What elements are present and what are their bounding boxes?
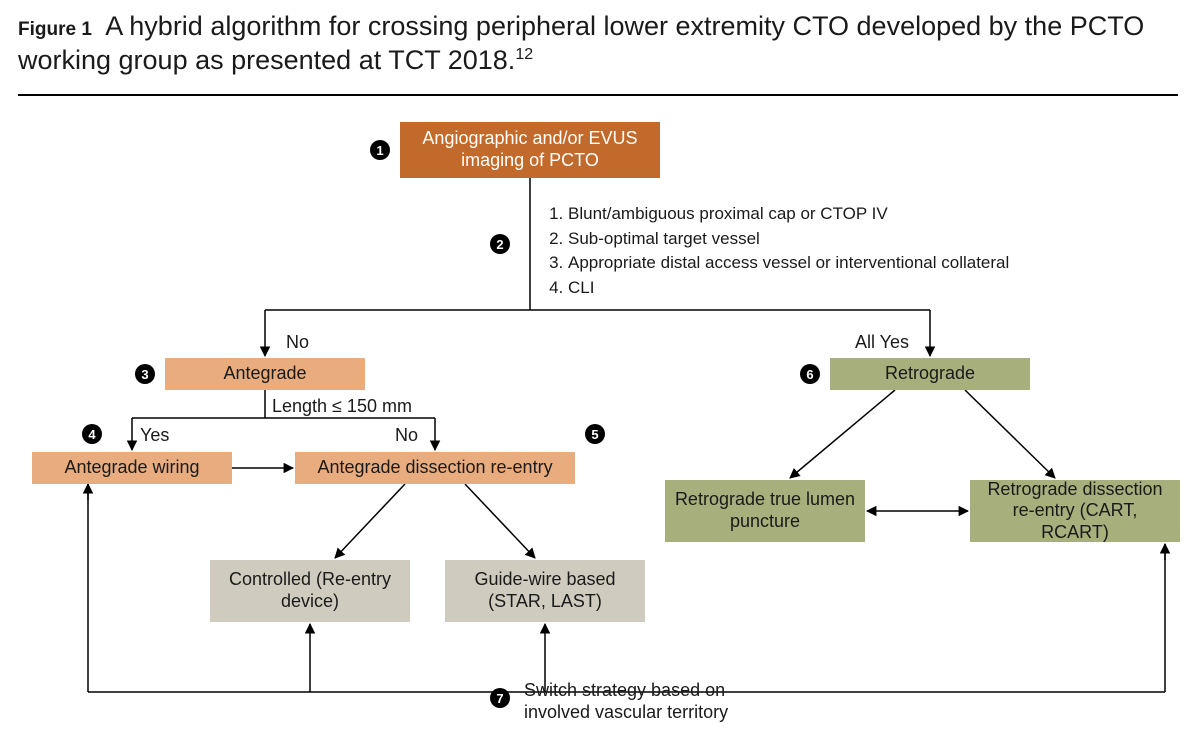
criteria-item-4: CLI (568, 276, 1100, 301)
label-no: No (286, 332, 309, 353)
node-nCtrl: Controlled (Re-entry device) (210, 560, 410, 622)
node-n6: Retrograde (830, 358, 1030, 390)
node-n4: Antegrade wiring (32, 452, 232, 484)
badge-2: 2 (490, 234, 510, 254)
figure-caption: A hybrid algorithm for crossing peripher… (18, 11, 1144, 75)
node-n1: Angiographic and/or EVUS imaging of PCTO (400, 122, 660, 178)
criteria-item-2: Sub-optimal target vessel (568, 227, 1100, 252)
node-nGW: Guide-wire based (STAR, LAST) (445, 560, 645, 622)
citation-superscript: 12 (515, 46, 533, 63)
label-yes: Yes (140, 425, 169, 446)
node-nRetTL: Retrograde true lumen puncture (665, 480, 865, 542)
criteria-list: Blunt/ambiguous proximal cap or CTOP IVS… (540, 202, 1100, 301)
criteria-item-3: Appropriate distal access vessel or inte… (568, 251, 1100, 276)
title-divider (18, 94, 1178, 96)
label-allyes: All Yes (855, 332, 909, 353)
criteria-item-1: Blunt/ambiguous proximal cap or CTOP IV (568, 202, 1100, 227)
badge-5: 5 (585, 424, 605, 444)
badge-7: 7 (490, 688, 510, 708)
figure-title: Figure 1 A hybrid algorithm for crossing… (18, 10, 1178, 78)
badge-3: 3 (135, 364, 155, 384)
label-switch2: involved vascular territory (524, 702, 728, 723)
node-n3: Antegrade (165, 358, 365, 390)
label-switch1: Switch strategy based on (524, 680, 725, 701)
node-n5: Antegrade dissection re-entry (295, 452, 575, 484)
badge-1: 1 (370, 140, 390, 160)
figure-container: Figure 1 A hybrid algorithm for crossing… (0, 0, 1200, 749)
node-nRetDR: Retrograde dissection re-entry (CART, RC… (970, 480, 1180, 542)
badge-6: 6 (800, 364, 820, 384)
figure-label: Figure 1 (18, 19, 92, 40)
label-no2: No (395, 425, 418, 446)
label-length: Length ≤ 150 mm (272, 396, 412, 417)
badge-4: 4 (82, 424, 102, 444)
